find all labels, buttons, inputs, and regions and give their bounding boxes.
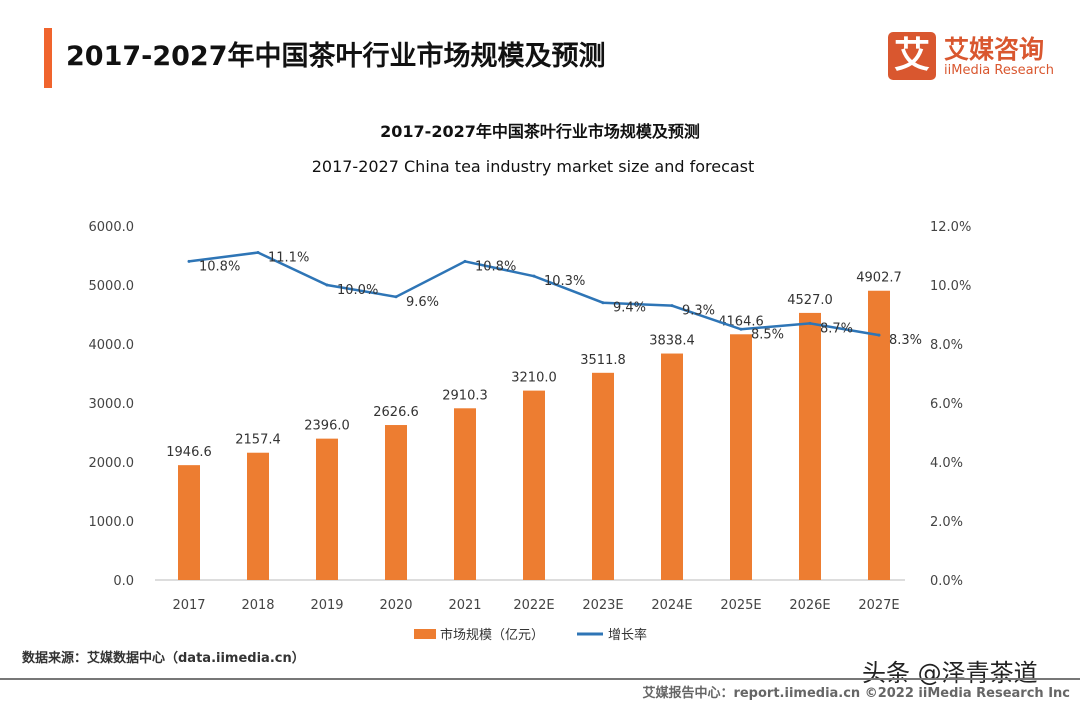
line-label: 8.5% — [751, 327, 784, 342]
right-tick-label: 12.0% — [930, 220, 971, 235]
line-label: 9.3% — [682, 304, 715, 319]
bar — [523, 390, 545, 580]
left-tick-label: 4000.0 — [89, 338, 135, 353]
x-tick-label: 2019 — [310, 598, 343, 613]
title-accent-bar — [44, 28, 52, 88]
x-tick-label: 2024E — [651, 598, 692, 613]
bar — [454, 408, 476, 580]
x-tick-label: 2023E — [582, 598, 623, 613]
line-point — [601, 301, 605, 305]
x-tick-label: 2017 — [172, 598, 205, 613]
data-source: 数据来源：艾媒数据中心（data.iimedia.cn） — [22, 651, 305, 666]
logo-cn: 艾媒咨询 — [944, 35, 1045, 64]
line-point — [187, 259, 191, 263]
bar — [868, 290, 890, 580]
line-point — [256, 251, 260, 255]
legend-line-label: 增长率 — [608, 627, 647, 643]
right-tick-label: 8.0% — [930, 338, 963, 353]
line-point — [325, 283, 329, 287]
chart-subtitle: 2017-2027 China tea industry market size… — [312, 157, 755, 176]
bar-label: 4527.0 — [787, 293, 833, 308]
line-point — [877, 333, 881, 337]
bar — [385, 425, 407, 580]
bar — [247, 452, 269, 580]
footer-copyright: 艾媒报告中心：report.iimedia.cn ©2022 iiMedia R… — [642, 686, 1070, 701]
right-tick-label: 0.0% — [930, 574, 963, 589]
bar-label: 2157.4 — [235, 433, 281, 448]
bar-label: 2396.0 — [304, 419, 350, 434]
line-label: 10.0% — [337, 283, 378, 298]
bar-label: 3838.4 — [649, 334, 695, 349]
right-tick-label: 10.0% — [930, 279, 971, 294]
line-point — [532, 274, 536, 278]
line-point — [808, 321, 812, 325]
bar-label: 3511.8 — [580, 353, 626, 368]
left-tick-label: 2000.0 — [89, 456, 135, 471]
line-label: 10.3% — [544, 274, 585, 289]
line-point — [463, 259, 467, 263]
line-point — [739, 327, 743, 331]
right-tick-label: 4.0% — [930, 456, 963, 471]
x-tick-label: 2021 — [448, 598, 481, 613]
line-point — [394, 295, 398, 299]
bar-label: 4902.7 — [856, 271, 902, 286]
logo-en: iiMedia Research — [944, 63, 1055, 78]
line-point — [670, 304, 674, 308]
x-tick-label: 2020 — [379, 598, 412, 613]
iimedia-logo: 艾 艾媒咨询 iiMedia Research — [888, 30, 1063, 82]
line-label: 10.8% — [199, 259, 240, 274]
line-label: 10.8% — [475, 259, 516, 274]
line-label: 11.1% — [268, 251, 309, 266]
chart-title: 2017-2027年中国茶叶行业市场规模及预测 — [380, 122, 700, 141]
legend-bar-label: 市场规模（亿元） — [440, 627, 544, 643]
x-tick-label: 2018 — [241, 598, 274, 613]
bar — [661, 353, 683, 580]
line-label: 9.6% — [406, 295, 439, 310]
line-label: 8.7% — [820, 321, 853, 336]
legend-bar-swatch — [414, 629, 436, 639]
bar-label: 2910.3 — [442, 388, 488, 403]
x-tick-label: 2027E — [858, 598, 899, 613]
bar — [730, 334, 752, 580]
x-tick-label: 2026E — [789, 598, 830, 613]
footer-divider — [0, 678, 1080, 680]
bar-label: 3210.0 — [511, 371, 557, 386]
x-tick-label: 2022E — [513, 598, 554, 613]
bar — [316, 438, 338, 580]
bar-label: 2626.6 — [373, 405, 419, 420]
bar — [799, 312, 821, 580]
bar-label: 1946.6 — [166, 445, 212, 460]
left-tick-label: 5000.0 — [89, 279, 135, 294]
left-tick-label: 0.0 — [113, 574, 134, 589]
bar — [178, 465, 200, 580]
line-label: 8.3% — [889, 333, 922, 348]
page-title: 2017-2027年中国茶叶行业市场规模及预测 — [66, 41, 606, 72]
bar — [592, 372, 614, 580]
left-tick-label: 6000.0 — [89, 220, 135, 235]
x-tick-label: 2025E — [720, 598, 761, 613]
logo-mark: 艾 — [888, 32, 936, 80]
left-tick-label: 1000.0 — [89, 515, 135, 530]
watermark: 头条 @泽青茶道 — [862, 659, 1038, 687]
left-tick-label: 3000.0 — [89, 397, 135, 412]
right-tick-label: 6.0% — [930, 397, 963, 412]
right-tick-label: 2.0% — [930, 515, 963, 530]
line-label: 9.4% — [613, 301, 646, 316]
